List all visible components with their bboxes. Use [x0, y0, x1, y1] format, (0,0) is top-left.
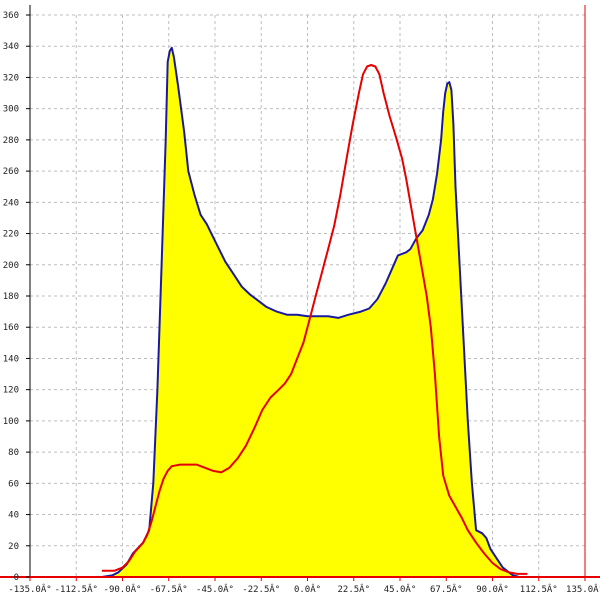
y-tick-label: 220 [3, 230, 19, 240]
y-tick-label: 0 [14, 573, 19, 583]
y-tick-label: 40 [8, 511, 19, 521]
x-tick-label: -90.0Â° [104, 583, 142, 595]
series-layer [101, 46, 528, 578]
y-tick-label: 320 [3, 73, 19, 83]
axes [0, 5, 600, 581]
y-tick-label: 300 [3, 105, 19, 115]
x-tick-label: 90.0Â° [476, 583, 509, 595]
x-tick-label: 112.5Â° [520, 583, 558, 595]
y-tick-label: 160 [3, 323, 19, 333]
x-tick-label: 22.5Â° [337, 583, 370, 595]
y-tick-label: 140 [3, 354, 19, 364]
series-line-2 [101, 64, 528, 575]
y-tick-label: 100 [3, 417, 19, 427]
series-area-fill [101, 47, 528, 578]
x-tick-label: -45.0Â° [196, 583, 234, 595]
x-tick-label: 67.5Â° [430, 583, 463, 595]
y-tick-label: 260 [3, 167, 19, 177]
x-tick-label: 0.0Â° [294, 583, 321, 595]
y-tick-label: 340 [3, 42, 19, 52]
y-tick-label: 80 [8, 448, 19, 458]
y-tick-label: 60 [8, 479, 19, 489]
series-line-1 [101, 46, 528, 578]
y-tick-label: 240 [3, 198, 19, 208]
x-tick-label: -67.5Â° [150, 583, 188, 595]
y-tick-label: 280 [3, 136, 19, 146]
y-tick-label: 20 [8, 542, 19, 552]
y-tick-label: 360 [3, 11, 19, 21]
x-tick-label: -112.5Â° [55, 583, 98, 595]
tick-labels: 0 20 40 60 80 100 120 140 160 180 200 220 240 260 280 3… [3, 11, 600, 595]
x-tick-label: -135.0Â° [8, 583, 51, 595]
y-tick-label: 120 [3, 386, 19, 396]
y-tick-label: 180 [3, 292, 19, 302]
x-tick-label: 135.0Â° [566, 583, 600, 595]
x-tick-label: 45.0Â° [384, 583, 417, 595]
x-tick-label: -22.5Â° [242, 583, 280, 595]
y-tick-label: 200 [3, 261, 19, 271]
